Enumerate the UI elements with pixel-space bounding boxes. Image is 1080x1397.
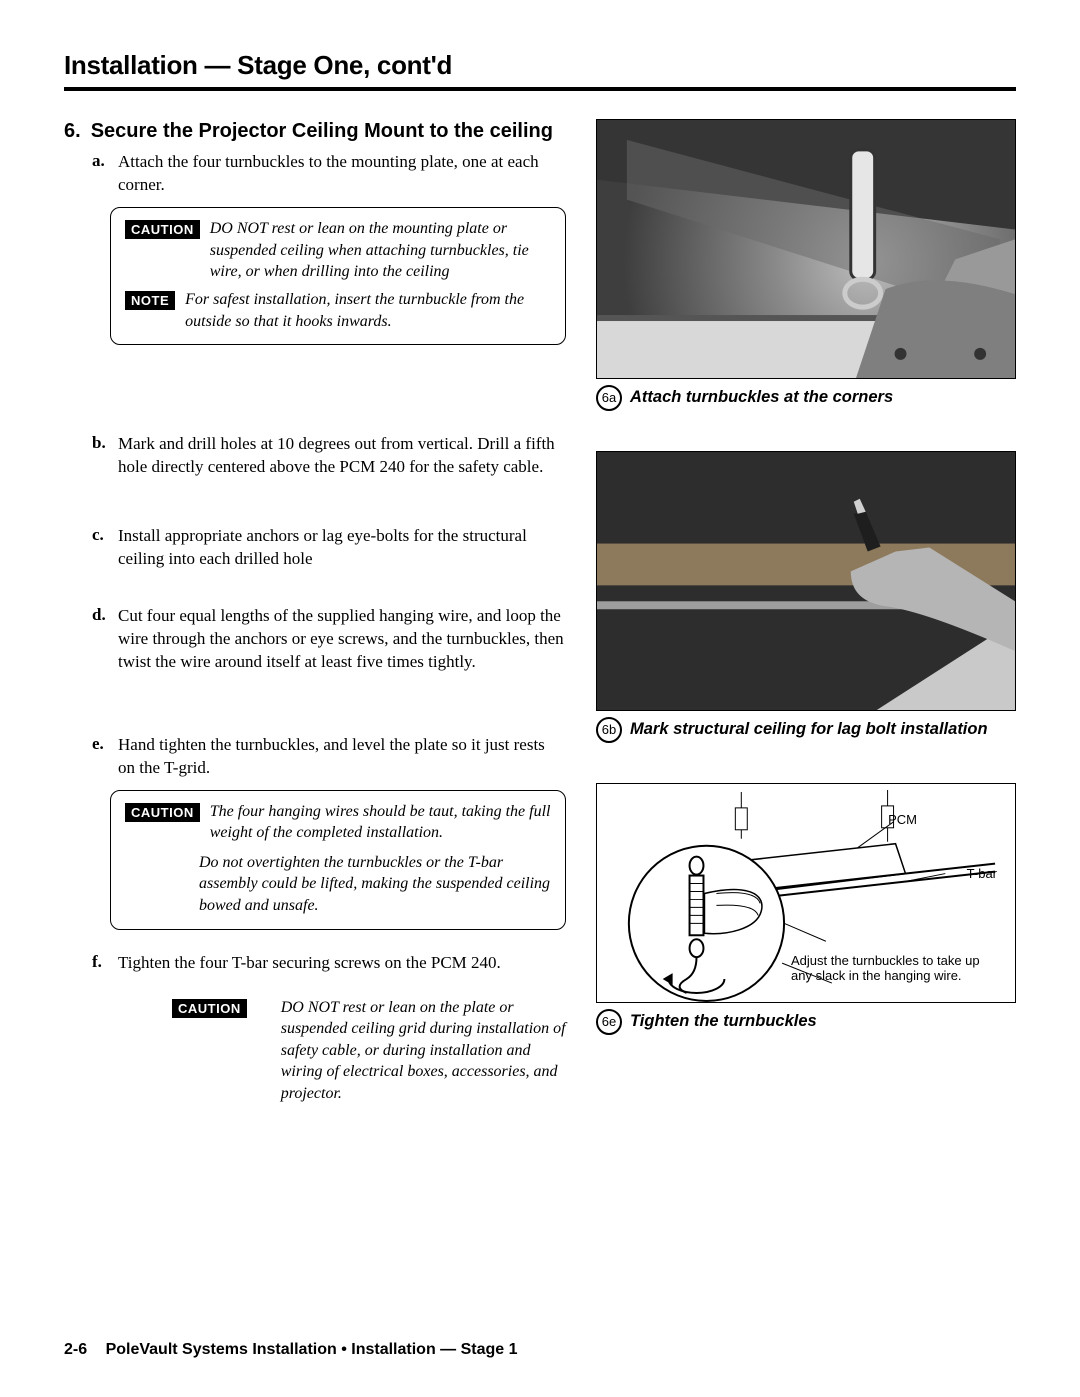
step-c-text: Install appropriate anchors or lag eye-b… (118, 525, 566, 571)
figure-6e: PCM T-bar Adjust the turnbuckles to take… (596, 783, 1016, 1035)
step-e-letter: e. (92, 734, 110, 780)
figure-6b-caption: Mark structural ceiling for lag bolt ins… (630, 719, 988, 740)
diagram-label-pcm: PCM (888, 812, 917, 828)
figure-6e-badge: 6e (596, 1009, 622, 1035)
caution-e-line2: Do not overtighten the turnbuckles or th… (125, 852, 551, 917)
note-a-text: For safest installation, insert the turn… (185, 289, 551, 332)
callout-box-a: CAUTION DO NOT rest or lean on the mount… (110, 207, 566, 345)
caution-tag-f: CAUTION (172, 999, 247, 1018)
step-a: a. Attach the four turnbuckles to the mo… (92, 151, 566, 197)
step-a-text: Attach the four turnbuckles to the mount… (118, 151, 566, 197)
caution-f-text: DO NOT rest or lean on the plate or susp… (281, 997, 566, 1105)
step-f: f. Tighten the four T-bar securing screw… (92, 952, 566, 975)
right-column: 6a Attach turnbuckles at the corners 6b (596, 119, 1016, 1035)
step-d-text: Cut four equal lengths of the supplied h… (118, 605, 566, 674)
step-a-letter: a. (92, 151, 110, 197)
marking-photo-icon (597, 452, 1015, 711)
figure-6a-badge: 6a (596, 385, 622, 411)
section-title: Secure the Projector Ceiling Mount to th… (91, 119, 553, 143)
figure-6b-photo (596, 451, 1016, 711)
step-b-text: Mark and drill holes at 10 degrees out f… (118, 433, 566, 479)
caution-tag: CAUTION (125, 220, 200, 239)
step-d: d. Cut four equal lengths of the supplie… (92, 605, 566, 674)
diagram-label-tbar: T-bar (967, 866, 997, 882)
section-number: 6. (64, 119, 81, 143)
turnbuckle-photo-icon (597, 120, 1015, 379)
title-rule (64, 87, 1016, 91)
diagram-label-adjust: Adjust the turnbuckles to take up any sl… (791, 953, 1001, 984)
figure-6e-caption: Tighten the turnbuckles (630, 1011, 817, 1032)
step-f-text: Tighten the four T-bar securing screws o… (118, 952, 501, 975)
caution-a-text: DO NOT rest or lean on the mounting plat… (210, 218, 551, 283)
callout-box-e: CAUTION The four hanging wires should be… (110, 790, 566, 930)
figure-6a: 6a Attach turnbuckles at the corners (596, 119, 1016, 411)
section-heading: 6. Secure the Projector Ceiling Mount to… (64, 119, 566, 143)
step-e: e. Hand tighten the turnbuckles, and lev… (92, 734, 566, 780)
figure-6a-caption: Attach turnbuckles at the corners (630, 387, 893, 408)
step-d-letter: d. (92, 605, 110, 674)
step-b: b. Mark and drill holes at 10 degrees ou… (92, 433, 566, 479)
figure-6a-photo (596, 119, 1016, 379)
caution-tag-e: CAUTION (125, 803, 200, 822)
page-footer: 2-6 PoleVault Systems Installation • Ins… (64, 1341, 518, 1359)
step-e-text: Hand tighten the turnbuckles, and level … (118, 734, 566, 780)
footer-text: PoleVault Systems Installation • Install… (106, 1341, 518, 1358)
step-c-letter: c. (92, 525, 110, 571)
left-column: 6. Secure the Projector Ceiling Mount to… (64, 119, 566, 1105)
figure-6e-diagram: PCM T-bar Adjust the turnbuckles to take… (596, 783, 1016, 1003)
figure-6b-badge: 6b (596, 717, 622, 743)
step-f-letter: f. (92, 952, 110, 975)
figure-6b: 6b Mark structural ceiling for lag bolt … (596, 451, 1016, 743)
step-b-letter: b. (92, 433, 110, 479)
note-tag: NOTE (125, 291, 175, 310)
page-title: Installation — Stage One, cont'd (64, 50, 1016, 81)
loose-caution-f: CAUTION DO NOT rest or lean on the plate… (172, 997, 566, 1105)
step-c: c. Install appropriate anchors or lag ey… (92, 525, 566, 571)
caution-e-line1: The four hanging wires should be taut, t… (210, 801, 551, 844)
footer-page-number: 2-6 (64, 1341, 87, 1358)
